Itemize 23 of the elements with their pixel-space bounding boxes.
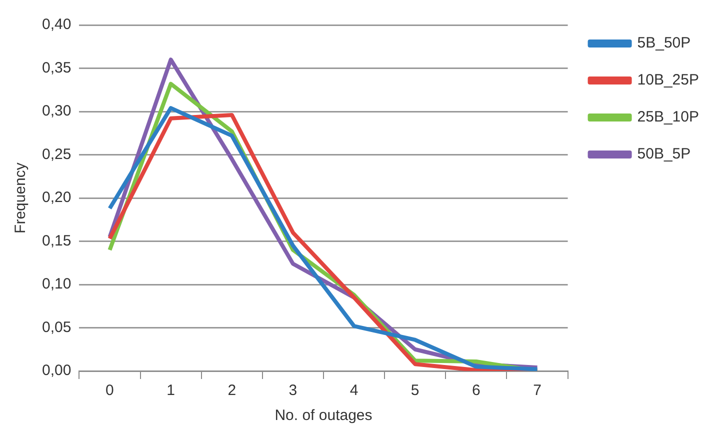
x-tick-label: 1 bbox=[166, 382, 175, 400]
x-tick-label: 0 bbox=[106, 382, 114, 400]
y-axis-title: Frequency bbox=[12, 162, 30, 234]
y-tick-label: 0,15 bbox=[42, 232, 72, 250]
legend-label: 10B_25P bbox=[637, 72, 700, 89]
y-tick-label: 0,40 bbox=[42, 16, 72, 34]
y-tick-label: 0,05 bbox=[42, 318, 72, 336]
x-tick-label: 2 bbox=[228, 382, 236, 400]
y-tick-label: 0,10 bbox=[42, 276, 72, 293]
y-tick-label: 0,20 bbox=[42, 189, 72, 206]
x-axis-title: No. of outages bbox=[274, 407, 372, 424]
y-tick-label: 0,25 bbox=[42, 146, 72, 163]
legend-label: 50B_5P bbox=[637, 146, 691, 163]
legend-label: 5B_50P bbox=[637, 34, 691, 52]
x-tick-label: 7 bbox=[533, 382, 542, 400]
x-tick-label: 4 bbox=[350, 382, 358, 400]
x-tick-label: 3 bbox=[288, 382, 298, 400]
y-tick-label: 0,35 bbox=[42, 59, 72, 76]
legend-label: 25B_10P bbox=[637, 108, 700, 126]
x-tick-label: 6 bbox=[472, 382, 480, 400]
y-tick-label: 0,30 bbox=[42, 102, 72, 120]
y-tick-label: 0,00 bbox=[42, 362, 72, 380]
x-tick-label: 5 bbox=[410, 382, 420, 400]
